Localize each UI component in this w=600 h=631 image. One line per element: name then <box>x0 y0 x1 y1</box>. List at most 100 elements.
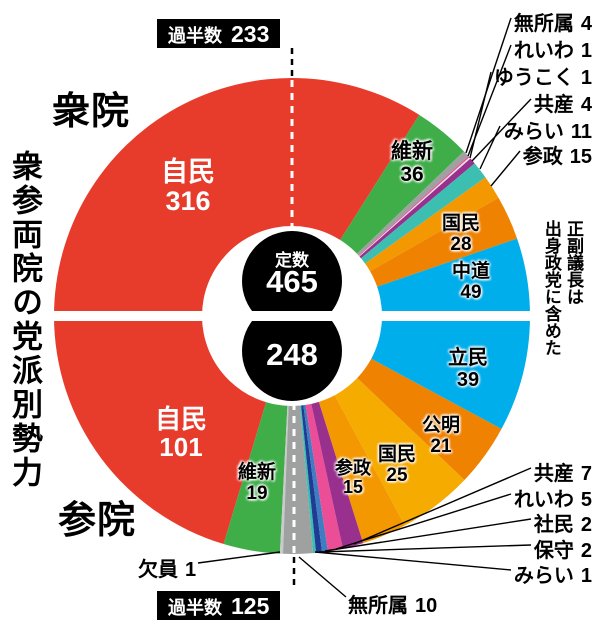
leader-sangiin-hoshu <box>318 544 532 553</box>
seat-count: 1 <box>580 40 592 62</box>
party-name: れいわ <box>513 40 574 62</box>
party-name: 参政 <box>335 458 371 478</box>
majority-bottom-box: 過半数 125 <box>157 591 281 620</box>
label-sangiin-kokumin: 国民 25 <box>363 444 431 486</box>
majority-label: 過半数 <box>168 26 222 46</box>
leader-lines-bottom <box>197 467 532 598</box>
party-name: 維新 <box>391 140 433 163</box>
majority-label: 過半数 <box>168 598 222 618</box>
seat-count: 4 <box>580 94 592 116</box>
seat-count: 101 <box>159 432 203 463</box>
leader-sangiin-ketsuin <box>197 551 281 564</box>
label-shuin-yukoku: ゆうこく 1 <box>494 61 592 90</box>
seat-total-caption: 定数 <box>275 251 309 270</box>
footnote-line-2: 出身政党に含めた <box>541 220 561 356</box>
seat-count: 5 <box>580 489 592 511</box>
seat-count: 15 <box>342 477 364 498</box>
seat-count: 1 <box>580 565 592 587</box>
party-name: 中道 <box>451 261 490 282</box>
label-sangiin-ishin: 維新 19 <box>225 462 289 504</box>
label-shuin-kokumin: 国民 28 <box>424 213 498 255</box>
leader-sangiin-reiwa <box>335 493 512 550</box>
party-name: 公明 <box>421 415 460 436</box>
center-disc-top <box>242 231 342 331</box>
seat-count: 36 <box>400 162 424 186</box>
house-bottom-label: 参院 <box>58 500 137 542</box>
label-sangiin-sansei: 参政 15 <box>323 458 383 498</box>
label-sangiin-komei: 公明 21 <box>407 415 475 457</box>
half-divider <box>46 311 538 321</box>
leader-shuin-yukoku <box>469 71 492 159</box>
leader-sangiin-mushozoku <box>298 556 347 598</box>
seat-count: 1 <box>185 559 197 581</box>
page-title: 衆参両院の党派別勢力 <box>7 150 42 490</box>
footnote: 正副議長は 出身政党に含めた <box>540 220 584 420</box>
seat-count: 10 <box>415 595 438 617</box>
leader-sangiin-kyosan <box>353 467 532 545</box>
seat-count: 28 <box>450 233 472 255</box>
party-name: 社民 <box>533 514 574 536</box>
seat-count: 19 <box>246 482 268 504</box>
label-sangiin-ketsuin: 欠員 1 <box>138 553 196 582</box>
seat-count: 39 <box>456 368 480 391</box>
party-name: 自民 <box>154 404 207 434</box>
label-shuin-jimin: 自民 316 <box>128 157 248 217</box>
party-name: 共産 <box>533 94 574 116</box>
leader-lines-top <box>465 17 532 187</box>
label-sangiin-jimin: 自民 101 <box>126 405 236 461</box>
house-top-label: 衆院 <box>52 91 131 133</box>
label-sangiin-mirai: みらい 1 <box>514 559 592 588</box>
label-shuin-chudo: 中道 49 <box>435 261 507 303</box>
label-sangiin-mushozoku: 無所属 10 <box>348 589 437 618</box>
party-name: 無所属 <box>513 13 574 35</box>
majority-top-box: 過半数 233 <box>157 19 281 48</box>
seat-count: 2 <box>580 540 592 562</box>
majority-value: 125 <box>231 593 270 619</box>
label-sangiin-kyosan: 共産 7 <box>534 457 592 486</box>
seat-count: 1 <box>580 67 592 89</box>
party-name: 無所属 <box>348 595 408 617</box>
label-shuin-mushozoku: 無所属 4 <box>514 7 592 36</box>
party-name: みらい <box>503 121 564 143</box>
center-disc-bottom <box>242 301 342 401</box>
party-name: みらい <box>513 565 574 587</box>
party-name: れいわ <box>513 489 574 511</box>
label-shuin-reiwa: れいわ 1 <box>514 34 592 63</box>
leader-shuin-mirai <box>479 125 501 170</box>
party-name: 自民 <box>161 157 215 187</box>
label-shuin-sansei: 参政 15 <box>523 140 592 169</box>
party-name: 共産 <box>533 463 574 485</box>
leader-sangiin-mirai <box>314 551 512 571</box>
seat-count: 15 <box>569 146 592 168</box>
seat-count: 25 <box>386 464 408 486</box>
majority-value: 233 <box>231 21 270 47</box>
label-sangiin-reiwa: れいわ 5 <box>514 483 592 512</box>
seat-count: 11 <box>570 121 592 143</box>
seat-count: 316 <box>165 186 211 217</box>
upper-house-total: 465 <box>266 264 318 299</box>
seat-count: 21 <box>430 435 452 457</box>
leader-shuin-kyosan <box>471 98 532 162</box>
label-sangiin-rikken: 立民 39 <box>431 347 505 391</box>
party-name: ゆうこく <box>493 67 574 89</box>
seat-count: 49 <box>460 281 482 303</box>
party-name: 立民 <box>448 347 488 369</box>
leader-shuin-sansei <box>490 150 521 187</box>
seat-count: 4 <box>580 13 592 35</box>
label-sangiin-hoshu: 保守 2 <box>534 534 592 563</box>
leader-shuin-mushozoku <box>465 17 512 154</box>
footnote-line-1: 正副議長は <box>564 220 583 305</box>
seat-count: 7 <box>580 463 592 485</box>
party-name: 欠員 <box>138 559 178 581</box>
seat-count: 2 <box>580 514 592 536</box>
leader-sangiin-shamin <box>324 518 532 552</box>
label-shuin-mirai: みらい 11 <box>504 115 592 144</box>
party-name: 参政 <box>522 146 563 168</box>
party-name: 維新 <box>237 462 276 483</box>
lower-house-total: 248 <box>266 337 318 372</box>
party-name: 国民 <box>377 444 416 465</box>
label-shuin-kyosan: 共産 4 <box>534 88 592 117</box>
party-name: 保守 <box>533 540 574 562</box>
